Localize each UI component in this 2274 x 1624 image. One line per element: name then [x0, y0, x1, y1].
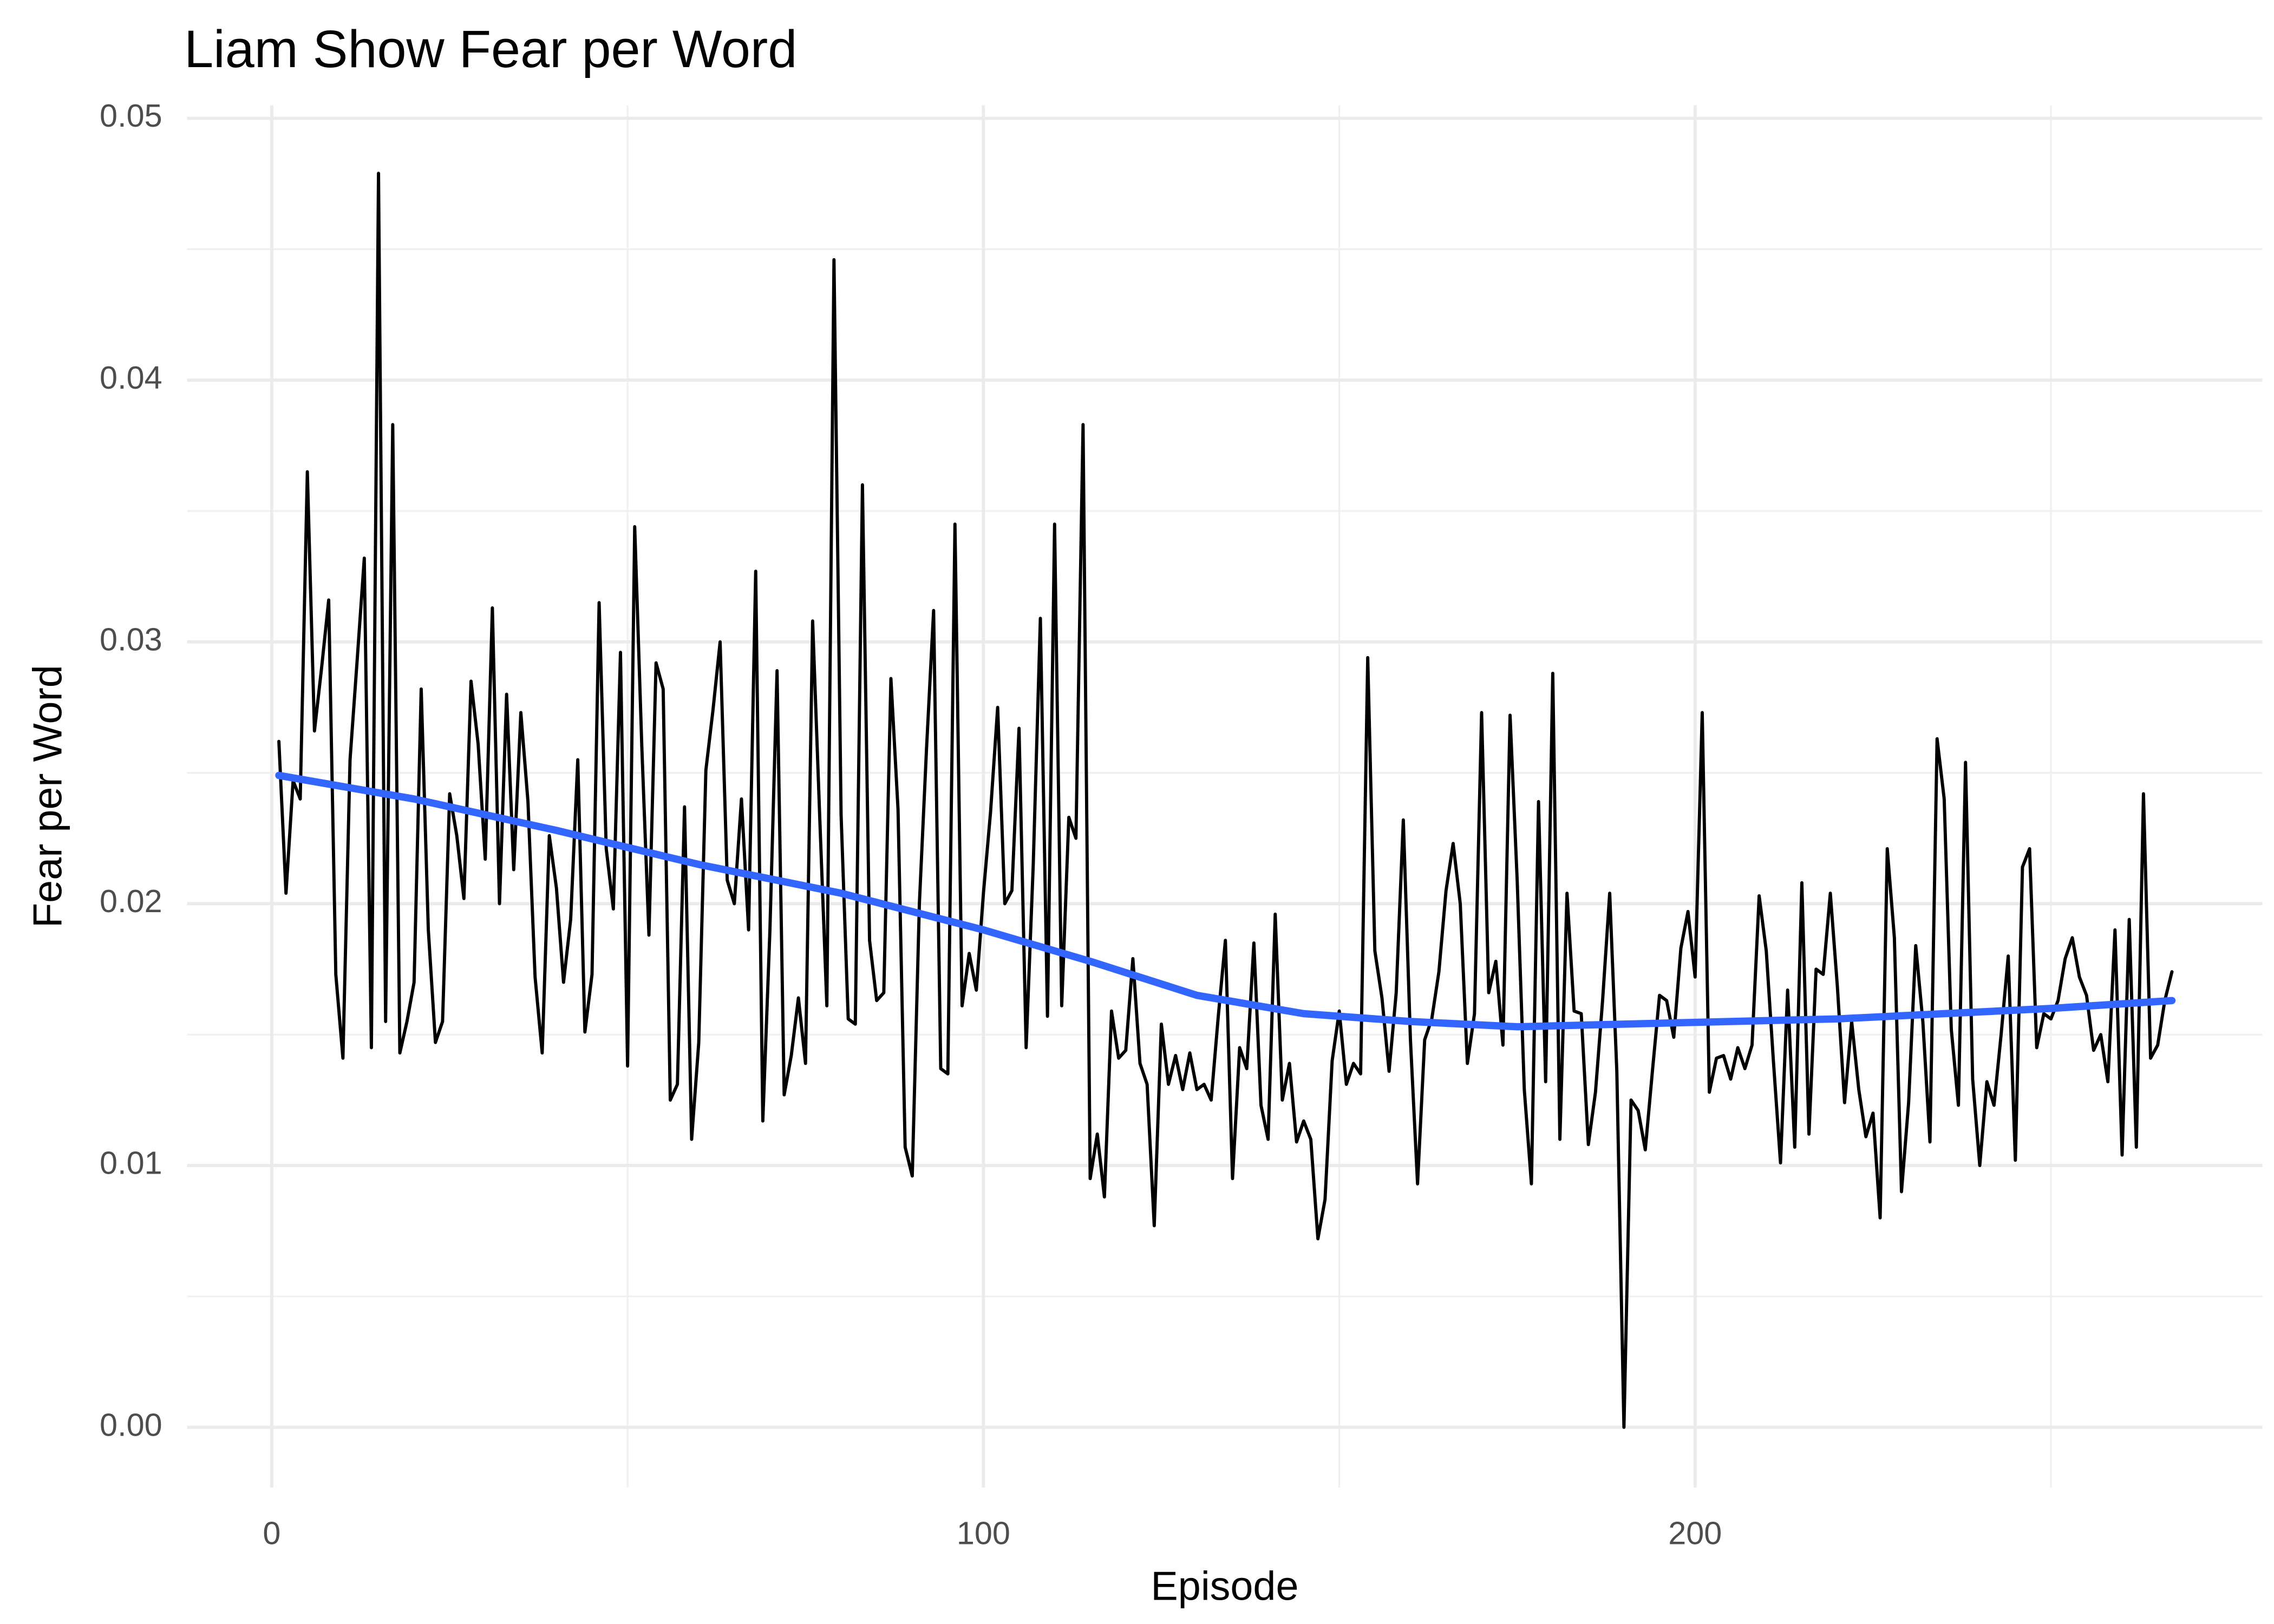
y-tick-label: 0.01 [100, 1145, 162, 1181]
y-tick-label: 0.03 [100, 621, 162, 657]
y-axis-title: Fear per Word [25, 665, 70, 928]
y-tick-label: 0.02 [100, 883, 162, 919]
x-tick-label: 100 [957, 1515, 1010, 1551]
x-tick-label: 200 [1668, 1515, 1722, 1551]
y-tick-label: 0.00 [100, 1406, 162, 1443]
data-line [277, 172, 2174, 1429]
smooth-line [275, 771, 2176, 1031]
x-axis-title: Episode [1151, 1564, 1298, 1609]
chart-title: Liam Show Fear per Word [184, 19, 797, 78]
y-tick-label: 0.05 [100, 97, 162, 134]
y-tick-label: 0.04 [100, 359, 162, 396]
x-tick-label: 0 [263, 1515, 280, 1551]
